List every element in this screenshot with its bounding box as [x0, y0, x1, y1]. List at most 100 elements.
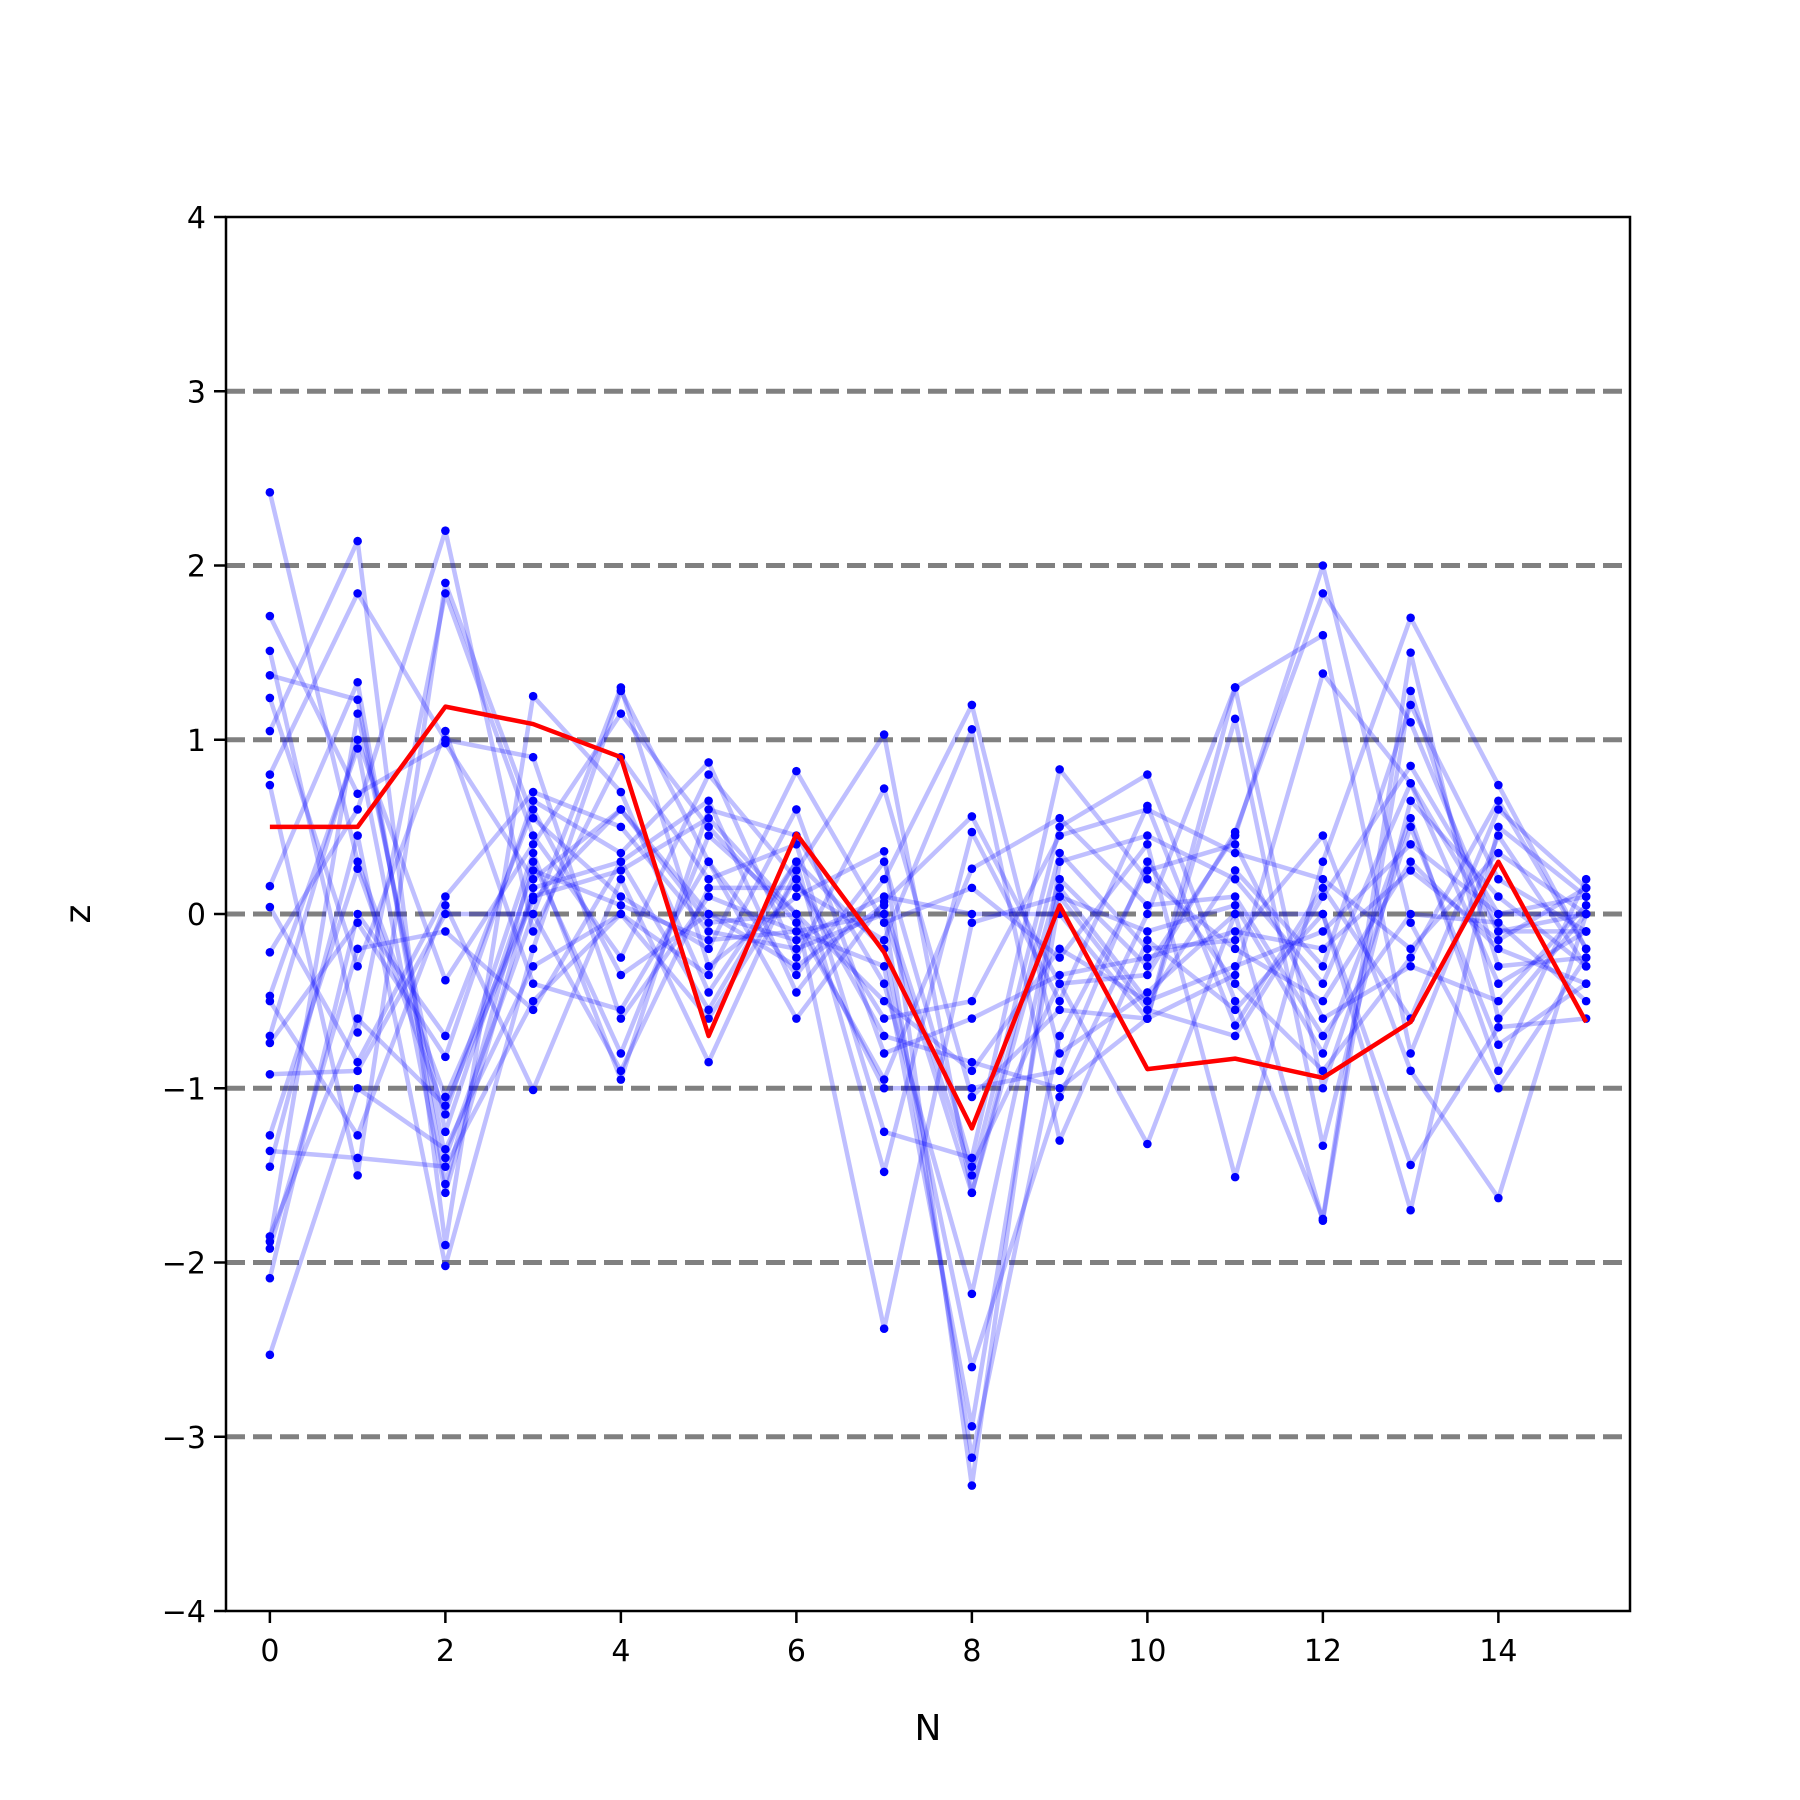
ensemble-point — [967, 996, 977, 1006]
ensemble-point — [353, 1028, 362, 1037]
ensemble-point — [441, 735, 450, 745]
x-tick-label: 10 — [1128, 1634, 1166, 1669]
ensemble-point — [967, 1092, 977, 1102]
ensemble-point — [1230, 714, 1240, 724]
ensemble-point — [528, 840, 538, 849]
ensemble-point — [1055, 953, 1064, 962]
ensemble-point — [1581, 979, 1591, 988]
ensemble-point — [1581, 996, 1591, 1006]
ensemble-point — [1143, 909, 1152, 919]
ensemble-point — [265, 1350, 275, 1360]
ensemble-point — [1230, 935, 1240, 945]
ensemble-point — [967, 827, 977, 837]
ensemble-point — [1230, 1021, 1240, 1030]
ensemble-point — [879, 857, 889, 867]
ensemble-point — [1055, 848, 1064, 858]
ensemble-point — [704, 909, 713, 919]
ensemble-point — [967, 1083, 977, 1093]
ensemble-line — [267, 538, 1588, 1248]
ensemble-point — [1318, 1141, 1328, 1151]
ensemble-point — [1318, 927, 1328, 936]
ensemble-point — [1494, 909, 1503, 919]
ensemble-point — [616, 848, 626, 858]
ensemble-point — [879, 846, 889, 856]
ensemble-point — [1406, 953, 1415, 962]
ensemble-point — [441, 578, 450, 588]
ensemble-point — [1318, 944, 1328, 954]
ensemble-point — [792, 1014, 801, 1023]
y-tick-label: 3 — [187, 375, 206, 410]
ensemble-point — [1143, 770, 1152, 779]
ensemble-point — [441, 1110, 450, 1119]
ensemble-point — [1494, 1022, 1503, 1032]
ensemble-point — [528, 1085, 538, 1095]
ensemble-point — [616, 866, 626, 875]
ensemble-point — [1581, 892, 1591, 901]
ensemble-point — [704, 1057, 713, 1067]
ensemble-point — [353, 1153, 362, 1163]
ensemble-point — [528, 691, 538, 701]
ensemble-point — [441, 927, 450, 936]
ensemble-point — [1143, 953, 1152, 962]
ensemble-point — [1230, 892, 1240, 901]
ensemble-point — [704, 1005, 713, 1015]
ensemble-point — [528, 857, 538, 867]
ensemble-point — [616, 1005, 626, 1015]
ensemble-point — [1230, 1005, 1240, 1015]
ensemble-point — [1494, 961, 1503, 971]
ensemble-point — [353, 918, 362, 928]
ensemble-point — [1318, 1083, 1328, 1093]
ensemble-point — [528, 944, 538, 954]
ensemble-point — [528, 979, 538, 988]
ensemble-point — [1406, 1205, 1415, 1215]
ensemble-point — [1318, 589, 1328, 598]
highlight-series-group — [269, 704, 1589, 1131]
ensemble-point — [792, 961, 801, 971]
ensemble-point — [1406, 857, 1415, 867]
ensemble-point — [879, 996, 889, 1006]
ensemble-point — [528, 996, 538, 1006]
ensemble-point — [792, 766, 801, 776]
ensemble-line — [269, 727, 1587, 1168]
ensemble-point — [441, 1240, 450, 1250]
ensemble-point — [1143, 840, 1152, 849]
ensemble-point — [353, 709, 362, 718]
ensemble-point — [1230, 900, 1240, 910]
ensemble-point — [1581, 953, 1591, 962]
ensemble-point — [1230, 874, 1240, 884]
ensemble-point — [879, 918, 889, 928]
ensemble-point — [879, 730, 889, 739]
ensemble-line — [267, 711, 1588, 1082]
ensemble-point — [879, 1127, 889, 1137]
ensemble-point — [528, 909, 538, 919]
ensemble-line — [269, 673, 1588, 1488]
ensemble-point — [704, 1014, 713, 1023]
ensemble-point — [1143, 1139, 1152, 1149]
ensemble-point — [1406, 1066, 1415, 1076]
ensemble-point — [1230, 979, 1240, 988]
ensemble-point — [1406, 1049, 1415, 1058]
ensemble-point — [792, 988, 801, 997]
ensemble-point — [441, 900, 450, 910]
ensemble-point — [441, 1153, 450, 1163]
ensemble-point — [441, 1127, 450, 1137]
ensemble-point — [704, 770, 713, 779]
ensemble-point — [1230, 840, 1240, 849]
ensemble-point — [616, 874, 626, 884]
ensemble-point — [967, 1362, 977, 1372]
ensemble-point — [265, 1244, 275, 1253]
ensemble-point — [353, 695, 362, 704]
ensemble-point — [265, 1031, 275, 1041]
ensemble-point — [265, 611, 275, 621]
ensemble-point — [1055, 1092, 1064, 1102]
ensemble-point — [1406, 1160, 1415, 1170]
ensemble-point — [353, 1014, 362, 1023]
ensemble-point — [528, 813, 538, 823]
ensemble-point — [704, 883, 713, 893]
ensemble-point — [528, 831, 538, 840]
ensemble-point — [1494, 796, 1503, 806]
ensemble-point — [265, 488, 275, 497]
ensemble-point — [704, 892, 713, 901]
x-tick-label: 4 — [611, 1634, 630, 1669]
ensemble-point — [528, 961, 538, 971]
